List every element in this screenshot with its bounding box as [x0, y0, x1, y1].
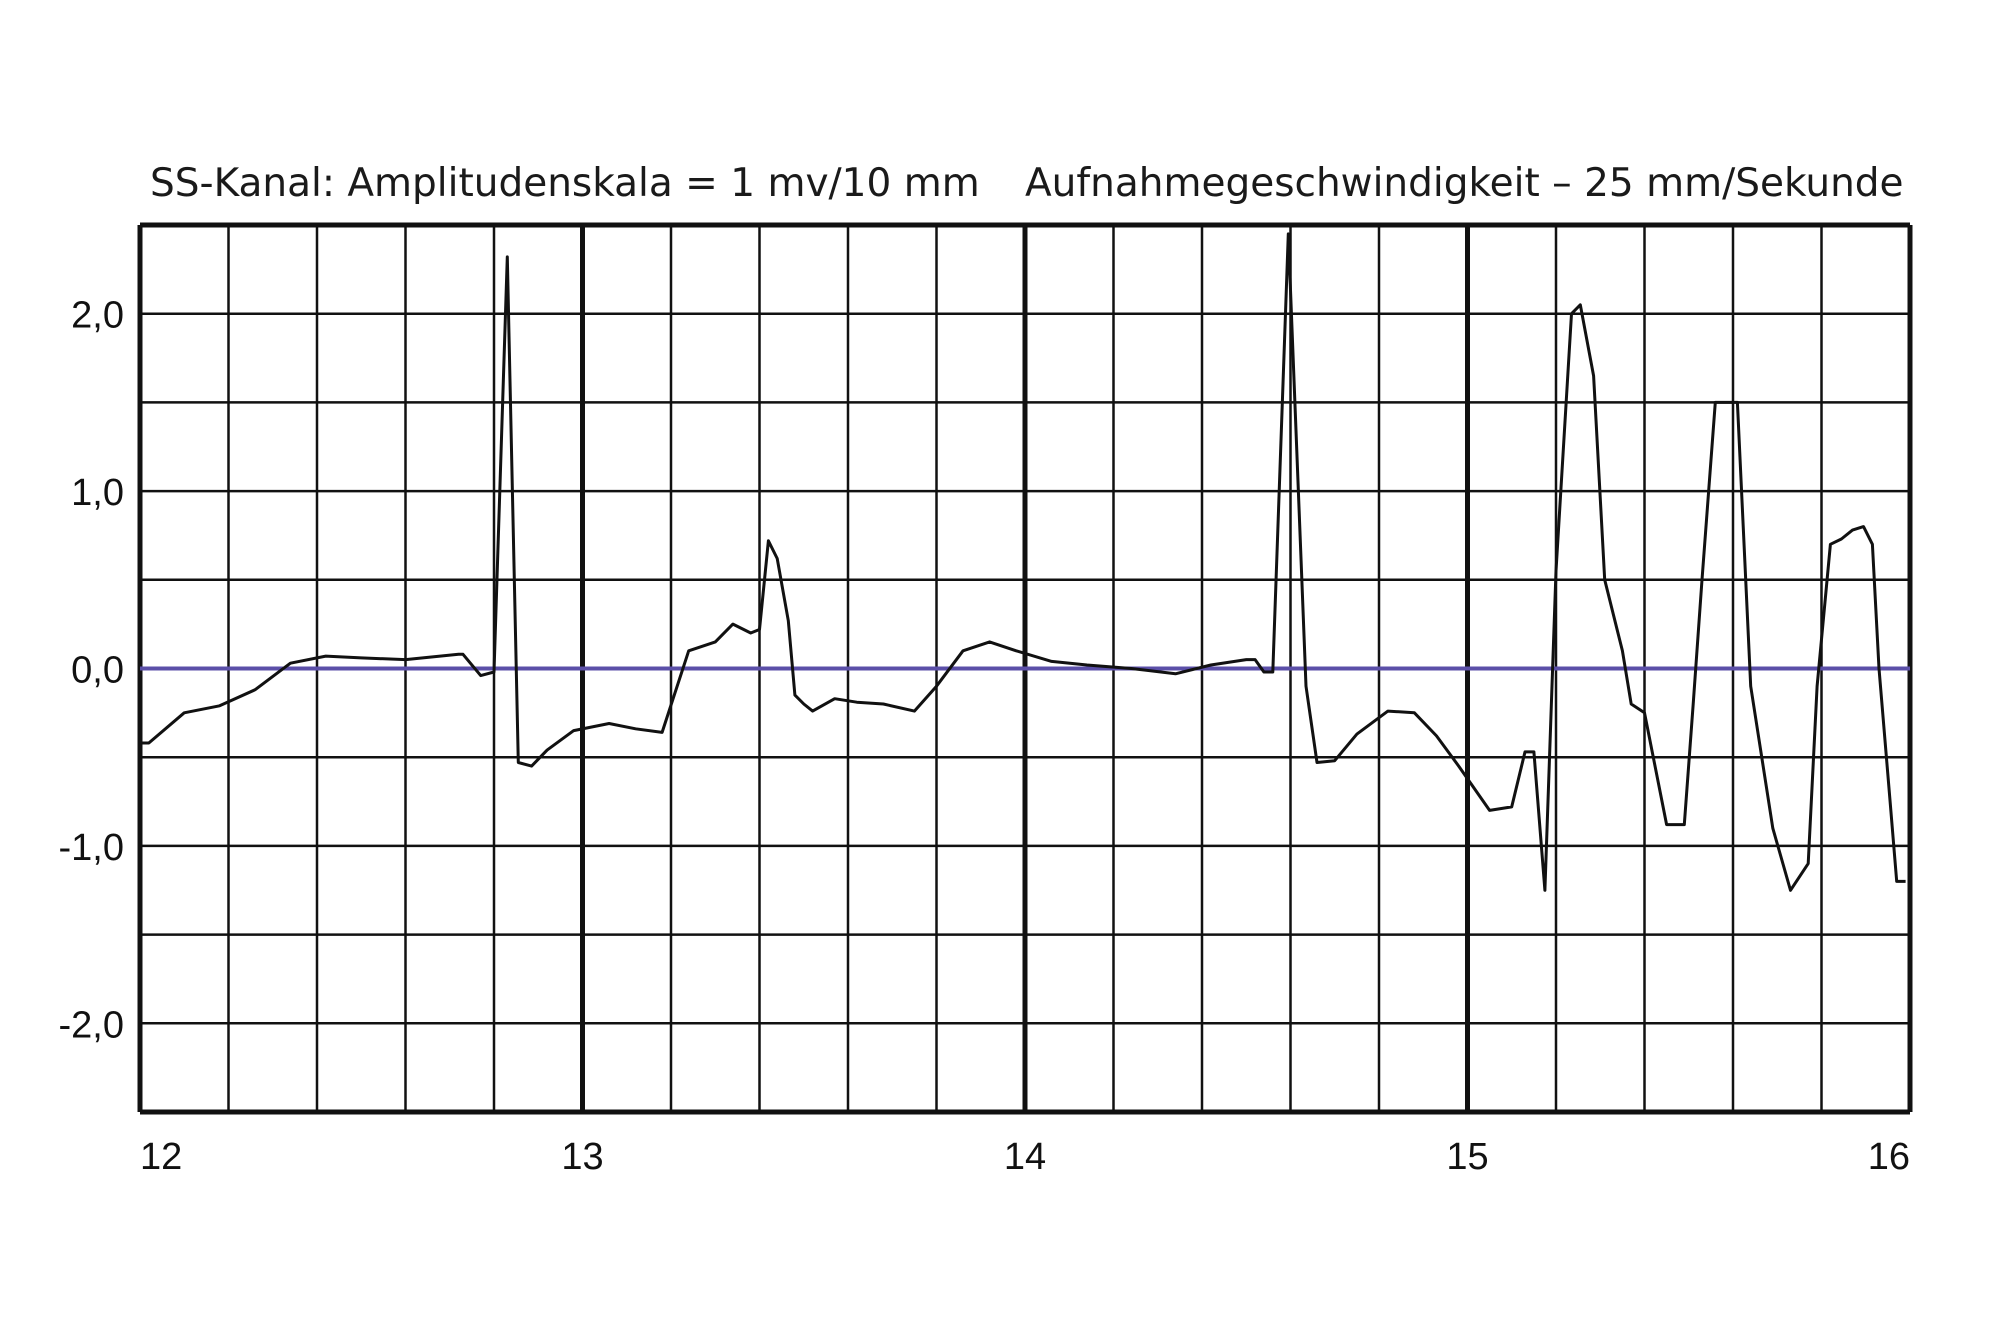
x-tick-label: 12	[140, 1136, 182, 1178]
y-tick-label: -1,0	[59, 827, 124, 869]
y-tick-label: 2,0	[71, 295, 124, 337]
x-tick-label: 16	[1868, 1136, 1910, 1178]
x-axis-ticks: 12 13 14 15 16	[140, 1136, 1910, 1178]
header-right-label: Aufnahmegeschwindigkeit – 25 mm/Sekunde	[1025, 161, 1904, 206]
header-left-label: SS-Kanal: Amplitudenskala = 1 mv/10 mm	[150, 161, 980, 206]
x-tick-label: 13	[561, 1136, 603, 1178]
x-tick-label: 15	[1446, 1136, 1488, 1178]
trace-layer	[140, 232, 1906, 892]
x-tick-label: 14	[1004, 1136, 1046, 1178]
y-tick-label: 1,0	[71, 472, 124, 514]
y-tick-label: 0,0	[71, 650, 124, 692]
ecg-trace-line	[140, 232, 1906, 892]
y-axis-ticks: 2,0 1,0 0,0 -1,0 -2,0	[59, 295, 124, 1047]
y-tick-label: -2,0	[59, 1004, 124, 1046]
